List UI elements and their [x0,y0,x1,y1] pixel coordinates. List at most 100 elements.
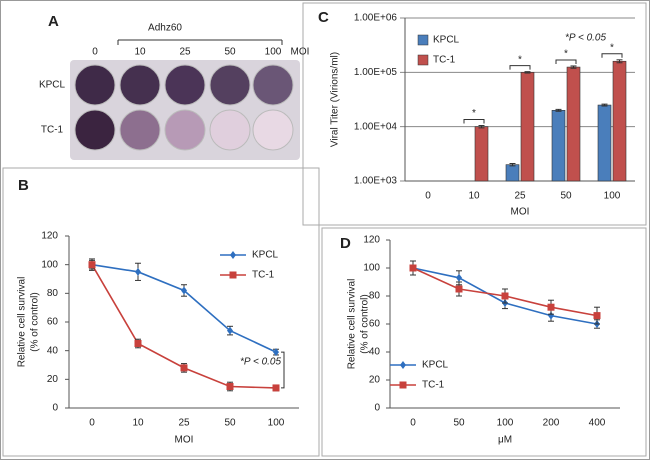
y-tick-label: 60 [369,319,381,330]
marker [456,273,462,282]
row-label: KPCL [39,80,66,91]
significance-note: *P < 0.05 [240,357,281,368]
x-tick-label: 200 [543,418,560,429]
well [252,64,294,106]
well [74,64,116,106]
significance-note: *P < 0.05 [565,33,606,44]
y-axis-label: Relative cell survival [347,279,358,370]
y-tick-label: 0 [52,403,58,414]
legend-label: TC-1 [422,380,445,391]
x-axis-label: MOI [511,207,530,218]
significance-bracket [281,351,285,389]
y-tick-label: 20 [369,375,381,386]
column-label: 25 [179,47,191,58]
y-tick-label: 120 [41,231,58,242]
marker [181,286,187,295]
legend-swatch [417,34,429,46]
y-axis-label: (% of control) [360,294,371,353]
y-tick-label: 80 [369,291,381,302]
bar [551,110,566,182]
y-tick-label: 100 [363,263,380,274]
panel-b-frame [2,167,320,457]
panel-d-frame [321,227,647,457]
x-tick-label: 50 [224,418,236,429]
legend-swatch [417,54,429,66]
legend-label: TC-1 [252,270,275,281]
vector-label: Adhz60 [148,23,182,34]
significance-bracket [601,53,623,58]
y-tick-label: 1.00E+04 [354,121,398,132]
marker [501,292,509,300]
x-tick-label: 50 [453,418,465,429]
x-tick-label: 100 [497,418,514,429]
row-label: TC-1 [41,125,64,136]
y-tick-label: 1.00E+05 [354,67,398,78]
marker [227,326,233,335]
y-tick-label: 1.00E+06 [354,13,398,24]
marker [400,361,406,369]
marker [273,348,279,357]
x-tick-label: 0 [89,418,95,429]
y-tick-label: 20 [47,374,59,385]
column-label: 100 [265,47,282,58]
x-axis-label: MOI [175,435,194,446]
x-axis-label: μM [498,435,512,446]
marker [409,264,417,272]
x-tick-label: 25 [178,418,190,429]
y-tick-label: 1.00E+03 [354,176,398,187]
bar [612,60,627,182]
well [119,64,161,106]
marker [230,251,236,259]
marker [548,311,554,320]
x-tick-label: 10 [468,191,480,202]
y-axis-label: (% of control) [30,292,41,351]
y-axis-label: Viral Titer (Virions/ml) [330,52,341,147]
y-tick-label: 120 [363,235,380,246]
x-tick-label: 100 [268,418,285,429]
y-tick-label: 60 [47,317,59,328]
bar [520,72,535,182]
y-tick-label: 100 [41,259,58,270]
column-label: 10 [134,47,146,58]
marker [272,384,280,392]
well [74,109,116,151]
well [209,109,251,151]
marker [88,261,96,269]
panel-label: B [18,177,29,194]
y-axis-label: Relative cell survival [17,277,28,368]
x-tick-label: 100 [604,191,621,202]
x-tick-label: 50 [560,191,572,202]
x-tick-label: 0 [425,191,431,202]
significance-marker: * [564,49,568,60]
marker [455,285,463,293]
significance-marker: * [472,108,476,119]
marker [593,312,601,320]
x-tick-label: 10 [132,418,144,429]
marker [229,271,237,279]
significance-bracket [555,59,577,64]
x-tick-label: 400 [589,418,606,429]
legend-label: TC-1 [433,55,456,66]
bar [474,126,489,182]
panel-label: C [318,9,329,26]
y-tick-label: 40 [369,347,381,358]
column-label: 0 [92,47,98,58]
panel-label: A [48,13,59,30]
x-tick-label: 0 [410,418,416,429]
well [252,109,294,151]
legend-label: KPCL [252,250,279,261]
y-tick-label: 80 [47,288,59,299]
bar [597,104,612,182]
marker [134,340,142,347]
marker [547,303,555,311]
unit-label: MOI [291,47,310,58]
panel-label: D [340,235,351,252]
bar [505,164,520,182]
legend-label: KPCL [433,35,460,46]
significance-marker: * [610,42,614,53]
marker [399,381,407,389]
column-label: 50 [224,47,236,58]
well [209,64,251,106]
